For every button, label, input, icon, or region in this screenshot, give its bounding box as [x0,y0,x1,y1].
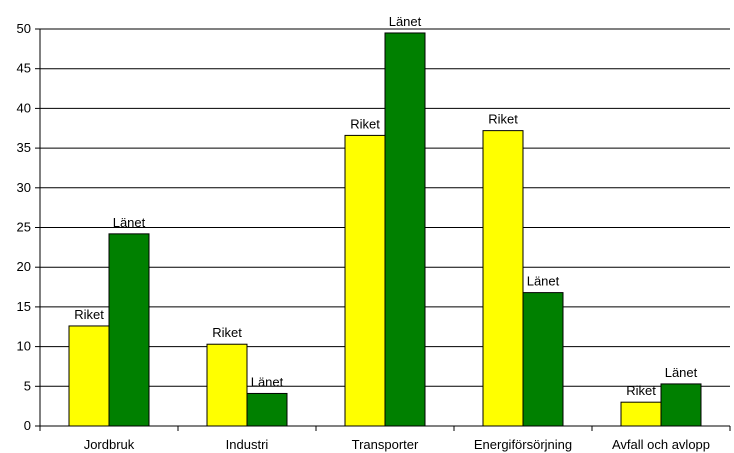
data-label: Länet [113,215,146,230]
bar-riket [206,343,248,427]
bar-lanet [108,233,150,427]
bars [68,32,702,427]
y-tick-label: 40 [17,100,31,115]
x-category-label: Transporter [352,437,419,452]
x-category-label: Jordbruk [84,437,135,452]
data-label: Riket [488,112,518,127]
y-tick-label: 20 [17,259,31,274]
bar-riket [68,325,110,427]
data-label: Riket [212,325,242,340]
y-tick-label: 35 [17,140,31,155]
bar-riket [620,401,662,427]
bar-riket [482,130,524,427]
x-category-label: Energiförsörjning [474,437,572,452]
data-label: Riket [626,383,656,398]
bar-lanet [660,383,702,427]
x-category-label: Industri [226,437,269,452]
data-label: Länet [527,274,560,289]
bar-lanet [246,392,288,427]
y-tick-label: 10 [17,339,31,354]
axes [35,28,731,431]
y-tick-label: 50 [17,21,31,36]
data-label: Riket [74,307,104,322]
labels: 0 5 10 15 20 25 30 35 40 45 50 Riket Länet Jordbruk Ri… [17,14,710,452]
data-label: Riket [350,116,380,131]
y-tick-label: 0 [24,418,31,433]
y-tick-label: 15 [17,299,31,314]
bar-lanet [522,292,564,427]
data-label: Länet [389,14,422,29]
data-label: Länet [665,365,698,380]
bar-lanet [384,32,426,427]
y-tick-label: 45 [17,61,31,76]
y-tick-label: 25 [17,220,31,235]
data-label: Länet [251,374,284,389]
x-category-label: Avfall och avlopp [612,437,710,452]
y-tick-label: 5 [24,378,31,393]
y-tick-label: 30 [17,180,31,195]
bar-riket [344,134,386,427]
